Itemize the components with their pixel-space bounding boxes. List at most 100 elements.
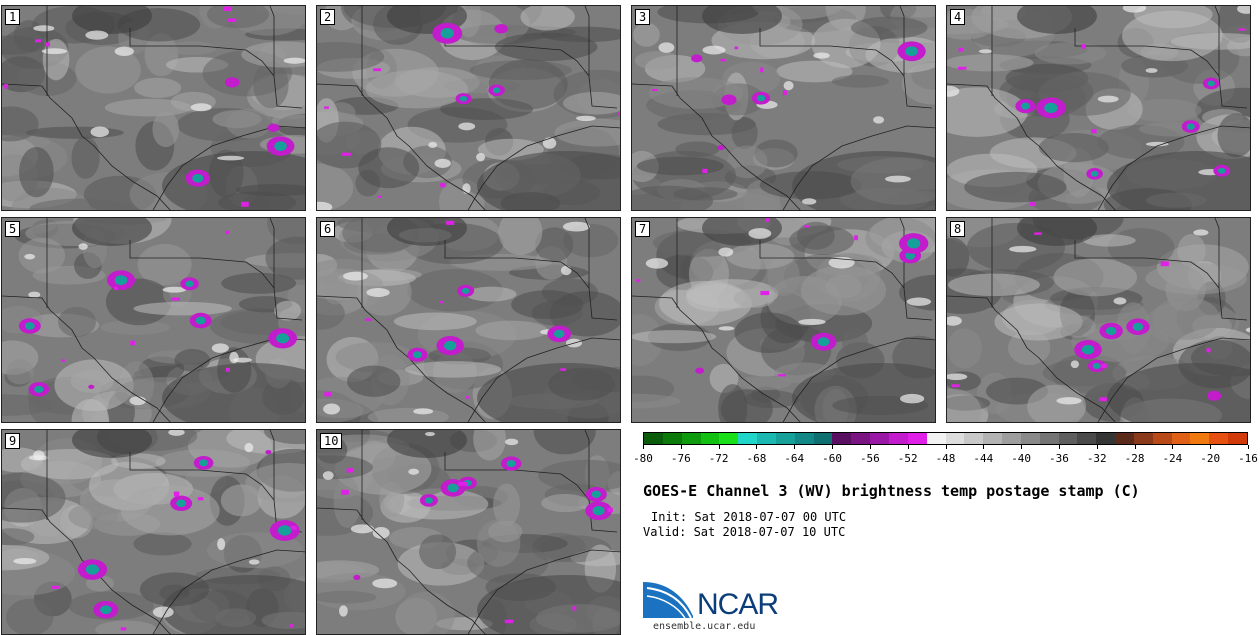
wv-map-3 — [632, 6, 935, 210]
colorbar-cell — [851, 433, 871, 444]
colorbar-cell — [1115, 433, 1134, 444]
wv-map-6 — [317, 218, 620, 422]
init-time: Init: Sat 2018-07-07 00 UTC — [651, 510, 847, 524]
map-panel-10: 10 — [316, 429, 621, 635]
valid-time: Valid: Sat 2018-07-07 10 UTC — [643, 525, 846, 539]
wv-map-5 — [2, 218, 305, 422]
colorbar-tick-mark — [983, 445, 985, 449]
colorbar-cell — [870, 433, 889, 444]
colorbar-cell — [700, 433, 720, 444]
colorbar-tick-label: -56 — [859, 452, 880, 465]
colorbar-tick-mark — [680, 445, 682, 449]
colorbar-tick-label: -24 — [1162, 452, 1183, 465]
colorbar-tick-mark — [945, 445, 947, 449]
colorbar-tick-mark — [794, 445, 796, 449]
map-panel-3: 3 — [631, 5, 936, 211]
colorbar-cell — [794, 433, 814, 444]
colorbar-tick-mark — [1021, 445, 1023, 449]
colorbar-tick-label: -68 — [746, 452, 767, 465]
panel-label: 4 — [950, 9, 966, 25]
panel-label: 3 — [635, 9, 651, 25]
colorbar-tick-mark — [1248, 445, 1249, 449]
colorbar-cell — [757, 433, 776, 444]
colorbar-tick-label: -20 — [1200, 452, 1221, 465]
plot-title: GOES-E Channel 3 (WV) brightness temp po… — [643, 482, 1140, 500]
wv-map-8 — [947, 218, 1250, 422]
colorbar-cell — [983, 433, 1003, 444]
colorbar-tick-label: -40 — [1011, 452, 1032, 465]
colorbar-cell — [1133, 433, 1153, 444]
colorbar-cell — [1228, 433, 1247, 444]
map-panel-2: 2 — [316, 5, 621, 211]
panel-label: 9 — [5, 433, 21, 449]
colorbar-cell — [775, 433, 795, 444]
colorbar-tick-mark — [907, 445, 909, 449]
colorbar-tick-label: -16 — [1238, 452, 1258, 465]
logo-text: NCAR — [697, 588, 779, 621]
colorbar-cell — [926, 433, 946, 444]
panel-label: 7 — [635, 221, 651, 237]
colorbar-cell — [832, 433, 852, 444]
colorbar-cell — [681, 433, 701, 444]
colorbar-cell — [1039, 433, 1059, 444]
logo-url: ensemble.ucar.edu — [653, 621, 756, 632]
wv-map-2 — [317, 6, 620, 210]
colorbar-cell — [738, 433, 758, 444]
map-panel-1: 1 — [1, 5, 306, 211]
colorbar-tick-label: -28 — [1124, 452, 1145, 465]
colorbar-cell — [1058, 433, 1078, 444]
ncar-logo-icon — [643, 582, 693, 619]
map-panel-5: 5 — [1, 217, 306, 423]
colorbar-cell — [1077, 433, 1097, 444]
colorbar-tick-label: -72 — [708, 452, 729, 465]
colorbar-cell — [888, 433, 908, 444]
panel-label: 10 — [320, 433, 343, 449]
colorbar-cell — [964, 433, 984, 444]
wv-map-7 — [632, 218, 935, 422]
colorbar-cell — [1002, 433, 1021, 444]
colorbar-cell — [813, 433, 833, 444]
wv-map-10 — [317, 430, 620, 634]
colorbar-tick-mark — [1210, 445, 1212, 449]
colorbar-tick-mark — [1096, 445, 1098, 449]
colorbar-tick-mark — [1058, 445, 1060, 449]
colorbar-cell — [644, 433, 663, 444]
map-panel-7: 7 — [631, 217, 936, 423]
panel-label: 1 — [5, 9, 21, 25]
map-panel-8: 8 — [946, 217, 1251, 423]
map-panel-6: 6 — [316, 217, 621, 423]
panel-label: 6 — [320, 221, 336, 237]
colorbar-tick-mark — [718, 445, 720, 449]
map-panel-4: 4 — [946, 5, 1251, 211]
colorbar-tick-mark — [643, 445, 644, 449]
colorbar-tick-label: -52 — [897, 452, 918, 465]
colorbar-tick-mark — [832, 445, 834, 449]
wv-map-9 — [2, 430, 305, 634]
colorbar-cell — [1020, 433, 1040, 444]
colorbar-cell — [1096, 433, 1116, 444]
colorbar-cell — [662, 433, 682, 444]
colorbar-tick-label: -32 — [1086, 452, 1107, 465]
colorbar-tick-label: -48 — [935, 452, 956, 465]
panel-label: 5 — [5, 221, 21, 237]
colorbar-tick-label: -36 — [1049, 452, 1069, 465]
colorbar-tick-label: -44 — [973, 452, 994, 465]
wv-map-1 — [2, 6, 305, 210]
colorbar-tick-mark — [756, 445, 758, 449]
colorbar-tick-label: -76 — [670, 452, 691, 465]
map-panel-9: 9 — [1, 429, 306, 635]
colorbar-tick-label: -64 — [784, 452, 805, 465]
colorbar — [643, 432, 1248, 445]
colorbar-tick-mark — [869, 445, 871, 449]
colorbar-tick-label: -80 — [633, 452, 653, 465]
wv-map-4 — [947, 6, 1250, 210]
colorbar-cell — [1190, 433, 1210, 444]
panel-label: 2 — [320, 9, 336, 25]
colorbar-cell — [1152, 433, 1172, 444]
colorbar-tick-label: -60 — [822, 452, 842, 465]
colorbar-cell — [1209, 433, 1229, 444]
colorbar-cell — [945, 433, 965, 444]
colorbar-cell — [719, 433, 739, 444]
colorbar-tick-mark — [1134, 445, 1136, 449]
colorbar-cell — [907, 433, 927, 444]
